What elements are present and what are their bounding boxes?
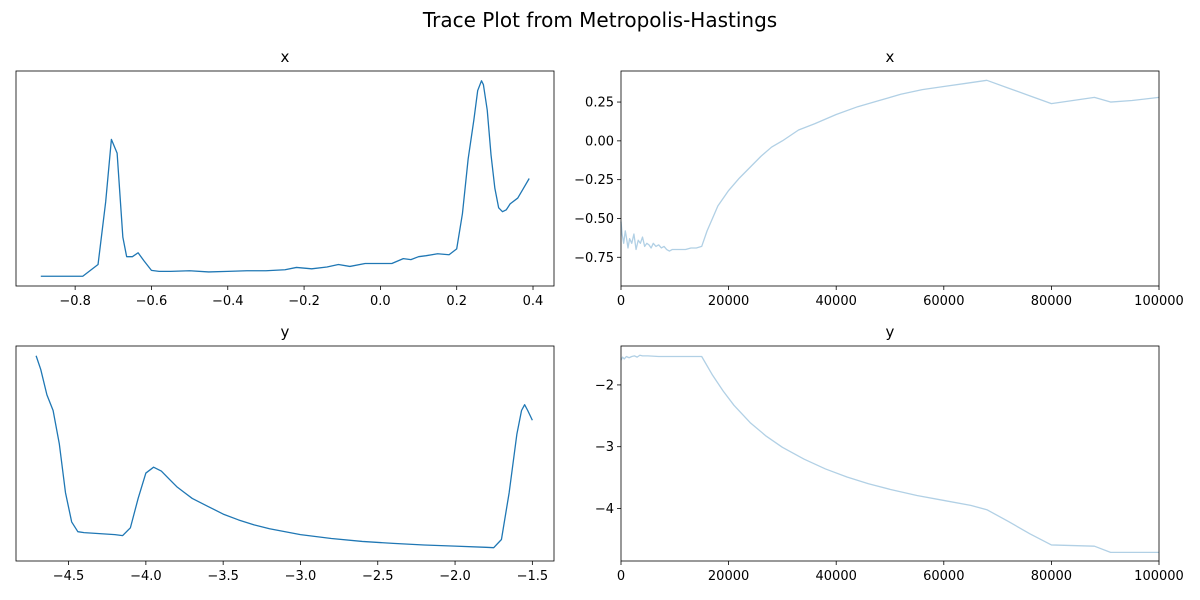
trace-x-y-tick-label: −0.50 <box>574 212 614 227</box>
density-y-x-tick-label: −1.5 <box>517 569 549 584</box>
trace-y-axes-frame <box>620 345 1160 562</box>
trace-x-series-line <box>620 79 1160 252</box>
trace-x-x-tick-label: 60000 <box>923 294 964 309</box>
density-y-x-tick-label: −2.0 <box>439 569 471 584</box>
density-x-x-tick-label: −0.6 <box>136 294 168 309</box>
trace-x-x-tick-label: 0 <box>617 294 625 309</box>
trace-y-x-tick-label: 0 <box>617 569 625 584</box>
density-x-title: x <box>281 48 290 66</box>
trace-x-y-tick-label: −0.25 <box>574 173 614 188</box>
trace-y-y-tick-label: −3 <box>595 440 614 455</box>
trace-x-x-tick-label: 100000 <box>1134 294 1184 309</box>
trace-y-x-tick-label: 20000 <box>708 569 749 584</box>
trace-x-y-tick-label: 0.25 <box>585 96 614 111</box>
density-y-x-tick-label: −3.0 <box>285 569 317 584</box>
trace-x-axes-frame <box>620 70 1160 287</box>
density-x-x-tick-label: 0.2 <box>446 294 467 309</box>
density-x-series-line <box>40 80 530 277</box>
trace-y-title: y <box>886 323 895 341</box>
trace-x-x-tick-label: 20000 <box>708 294 749 309</box>
trace-y-series-line <box>620 354 1159 553</box>
trace-y-y-tick-label: −4 <box>595 502 614 517</box>
trace-x-x-tick-label: 40000 <box>816 294 857 309</box>
density-y-x-tick-label: −4.0 <box>130 569 162 584</box>
density-x-x-tick-label: 0.4 <box>523 294 544 309</box>
trace-x-panel: x 0 20000 40000 60000 80000 100000 −0.75 −0.50 −0… <box>574 48 1184 309</box>
density-y-axes-frame <box>15 345 555 562</box>
density-x-x-tick-label: −0.4 <box>212 294 244 309</box>
density-y-x-tick-label: −2.5 <box>362 569 394 584</box>
density-x-x-tick-label: −0.2 <box>288 294 320 309</box>
density-x-x-tick-label: 0.0 <box>370 294 391 309</box>
trace-x-x-tick-label: 80000 <box>1031 294 1072 309</box>
trace-y-x-tick-label: 100000 <box>1134 569 1184 584</box>
density-x-x-tick-label: −0.8 <box>59 294 91 309</box>
density-y-x-tick-label: −3.5 <box>207 569 239 584</box>
trace-y-x-tick-label: 80000 <box>1031 569 1072 584</box>
density-y-x-tick-label: −4.5 <box>53 569 85 584</box>
trace-y-x-tick-label: 60000 <box>923 569 964 584</box>
trace-y-y-tick-label: −2 <box>595 378 614 393</box>
trace-x-y-tick-label: −0.75 <box>574 251 614 266</box>
trace-x-y-tick-label: 0.00 <box>585 134 614 149</box>
density-y-title: y <box>281 323 290 341</box>
density-y-panel: y −4.5 −4.0 −3.5 −3.0 −2.5 −2.0 −1.5 <box>15 323 555 584</box>
density-x-axes-frame <box>15 70 555 287</box>
figure-title: Trace Plot from Metropolis-Hastings <box>422 8 777 32</box>
density-y-series-line <box>35 355 533 549</box>
trace-x-title: x <box>886 48 895 66</box>
trace-y-x-tick-label: 40000 <box>816 569 857 584</box>
density-x-panel: x −0.8 −0.6 −0.4 −0.2 0.0 0.2 0.4 <box>15 48 555 309</box>
trace-y-panel: y 0 20000 40000 60000 80000 100000 −4 −3 −2 <box>595 323 1184 584</box>
